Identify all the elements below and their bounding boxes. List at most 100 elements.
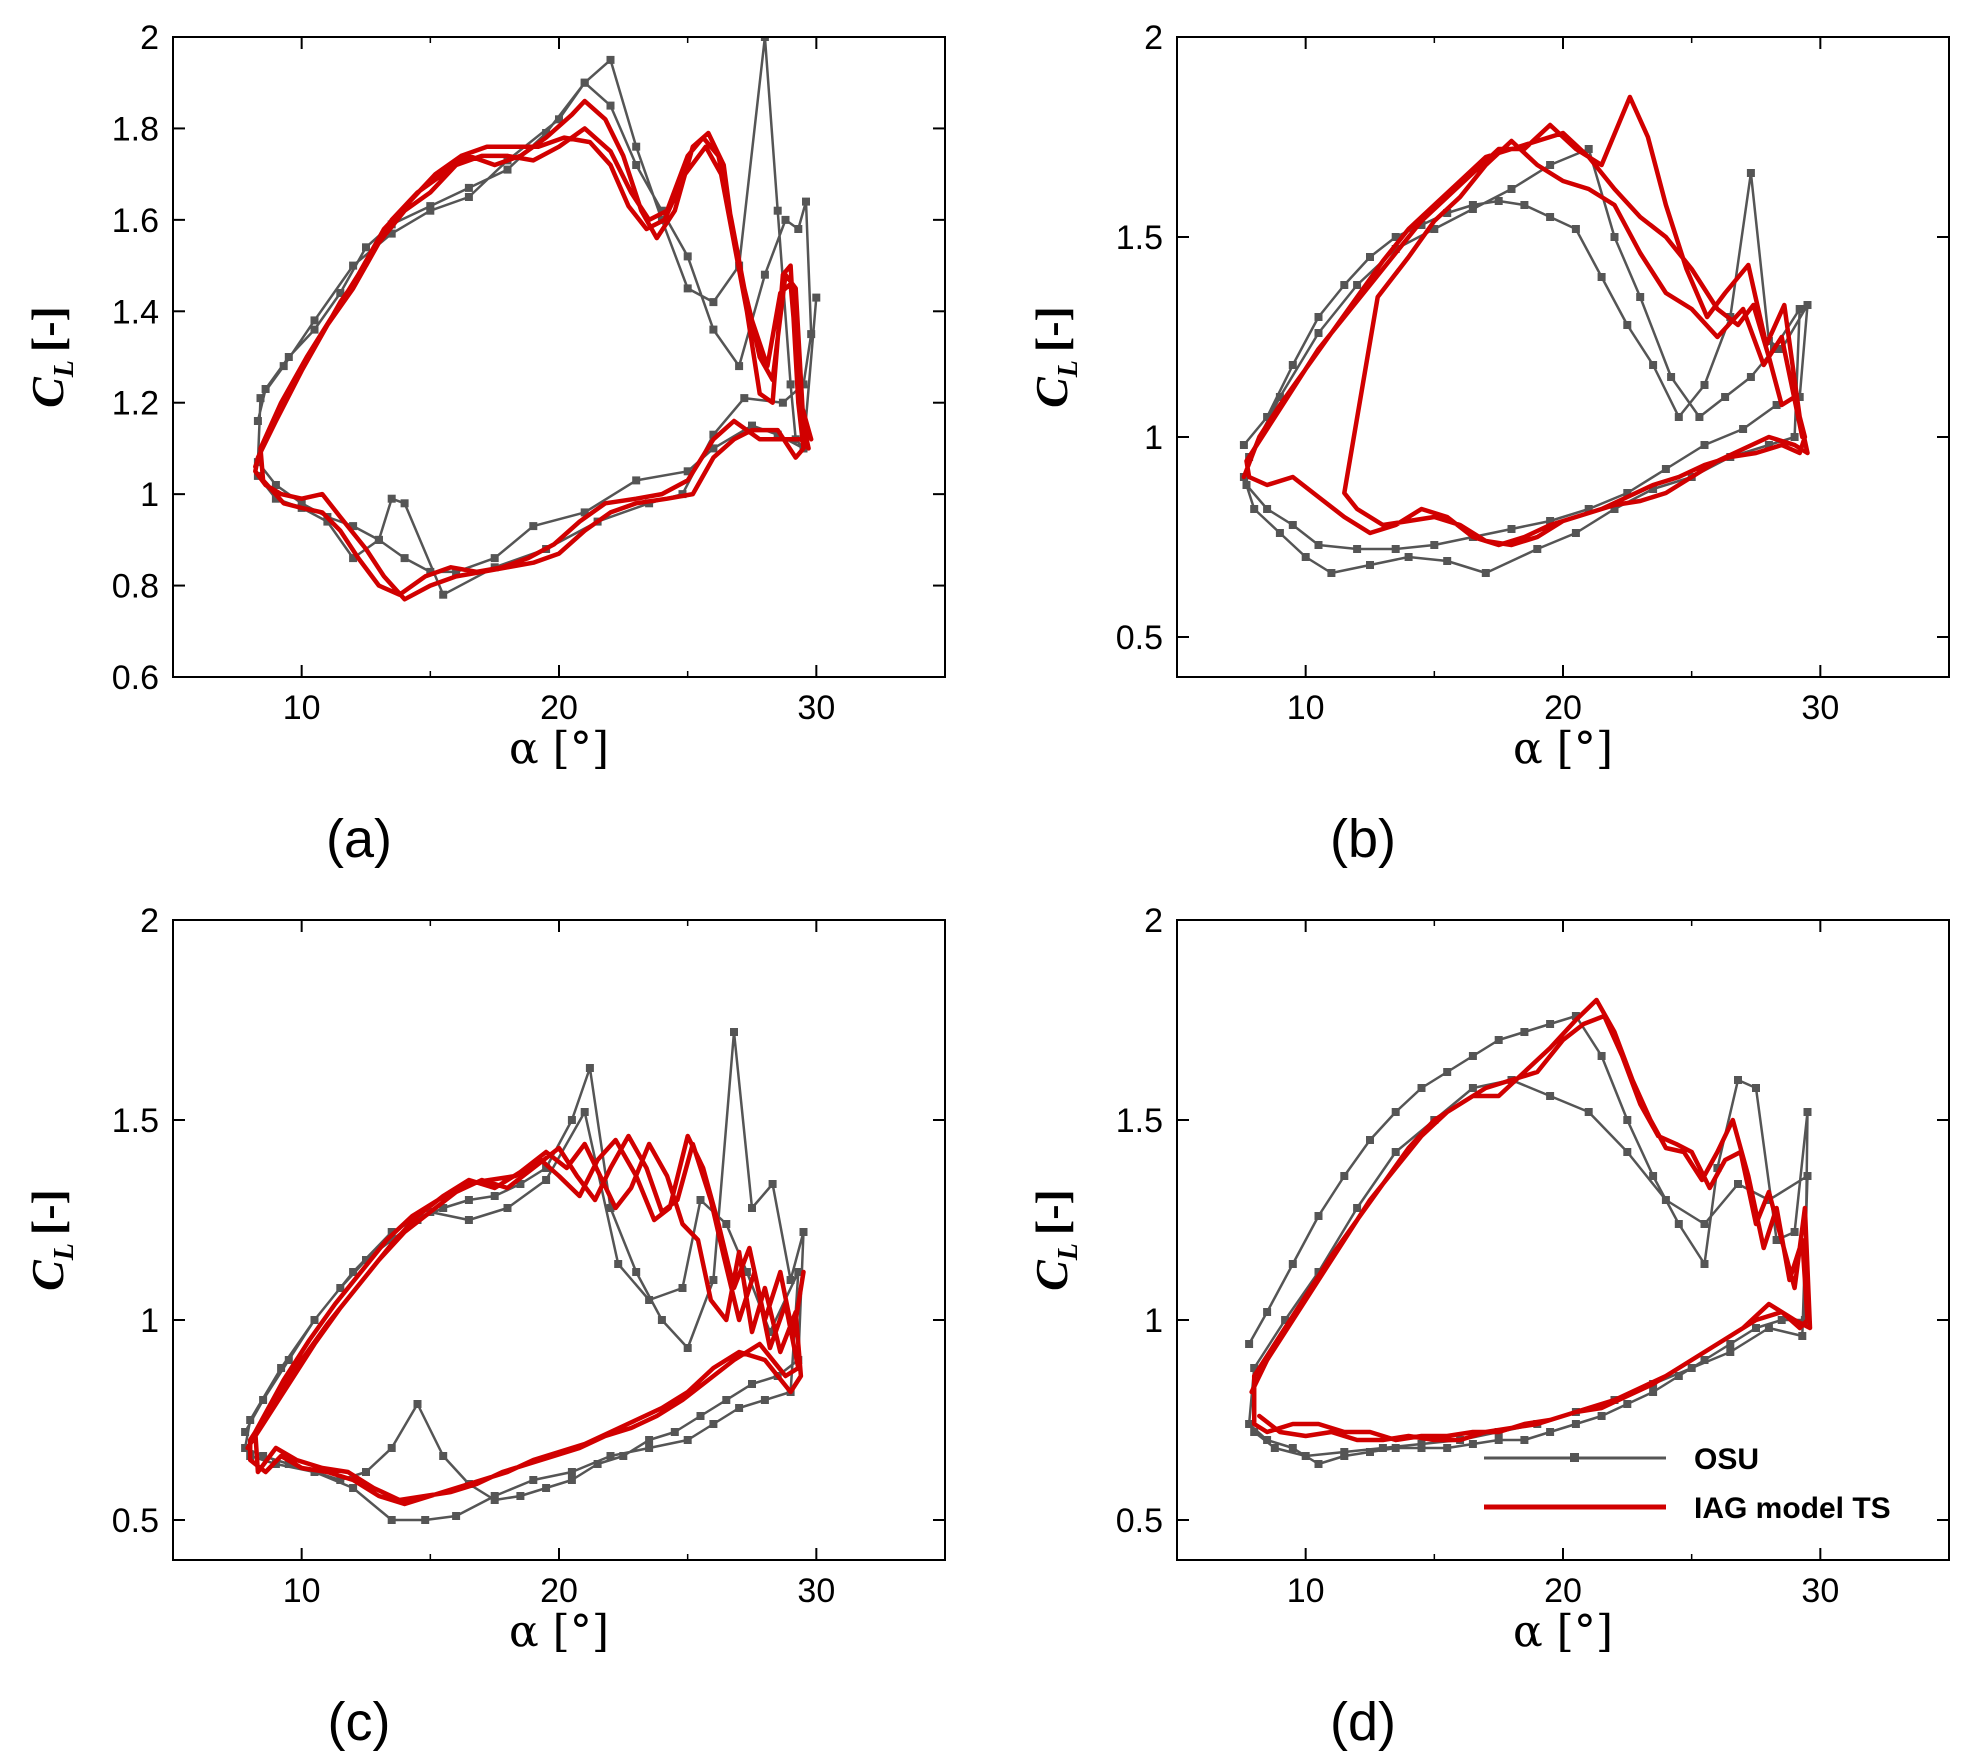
osu-point (1301, 1452, 1310, 1460)
osu-point (1734, 1180, 1742, 1188)
plot-area (253, 37, 821, 602)
osu-point (413, 1400, 422, 1408)
osu-point (387, 1516, 396, 1524)
osu-point (1281, 1316, 1290, 1324)
series-osu-line (1242, 147, 1809, 575)
osu-point (619, 1452, 628, 1460)
osu-point (1250, 505, 1259, 513)
osu-point (606, 1204, 615, 1212)
osu-point (259, 1452, 268, 1460)
osu-point (310, 1316, 319, 1324)
osu-point (1571, 1012, 1580, 1020)
osu-point (567, 1468, 576, 1476)
osu-point (241, 1444, 250, 1452)
osu-point (645, 1296, 654, 1304)
osu-point (555, 115, 563, 124)
osu-point (709, 325, 718, 334)
y-axis-unit: [-] (22, 1189, 73, 1235)
osu-point (336, 289, 345, 297)
osu-point (387, 1444, 396, 1452)
osu-point (580, 1108, 589, 1116)
osu-point (1250, 1428, 1259, 1436)
osu-point (349, 554, 358, 563)
osu-point (614, 1260, 623, 1268)
y-tick-label: 1.4 (112, 293, 159, 331)
osu-point (1746, 169, 1755, 177)
osu-point (580, 78, 589, 87)
osu-point (1584, 505, 1593, 513)
osu-point (1520, 1436, 1529, 1444)
osu-point (1288, 521, 1297, 529)
osu-point (1746, 373, 1755, 381)
y-axis-unit: [-] (22, 306, 73, 352)
subplot-label: (b) (1330, 809, 1396, 869)
osu-point (1713, 1164, 1722, 1172)
y-tick-label: 1.5 (1116, 219, 1163, 257)
osu-point (1739, 425, 1748, 433)
osu-point (760, 270, 769, 279)
osu-point (1443, 557, 1452, 565)
osu-point (1340, 281, 1349, 289)
y-tick-label: 0.8 (112, 568, 159, 606)
osu-point (1623, 1116, 1632, 1124)
y-axis-label: CL [-] (22, 1189, 80, 1291)
osu-point (1649, 361, 1658, 369)
osu-point (362, 243, 370, 252)
osu-point (1752, 1084, 1760, 1092)
osu-point (490, 1492, 499, 1500)
osu-point (1507, 185, 1516, 193)
osu-point (683, 467, 692, 476)
osu-point (1391, 545, 1400, 553)
y-tick-label: 2 (140, 902, 159, 940)
subplot-b: 10 20 30 0.5 1 1.5 2 α [°] CL [-] (b) (1026, 19, 1950, 869)
osu-point (1546, 517, 1555, 525)
osu-point (1726, 1340, 1735, 1348)
osu-point (349, 261, 358, 270)
osu-point (1468, 1440, 1477, 1448)
osu-point (362, 1468, 370, 1476)
osu-point (349, 1268, 358, 1276)
osu-point (1301, 553, 1310, 561)
x-tick-label: 10 (1287, 1572, 1325, 1610)
osu-point (1288, 1260, 1297, 1268)
osu-point (1571, 225, 1580, 233)
y-axis-unit: [-] (1026, 1189, 1077, 1235)
osu-point (1721, 393, 1730, 401)
osu-point (1764, 441, 1773, 449)
osu-point (1468, 1084, 1477, 1092)
osu-point (1546, 1020, 1555, 1028)
osu-point (1700, 1220, 1709, 1228)
osu-point (1391, 245, 1400, 253)
y-tick-label: 1.6 (112, 202, 159, 240)
plot-area (1245, 997, 1813, 1468)
y-tick-label: 0.5 (112, 1502, 159, 1540)
osu-point (271, 494, 280, 503)
osu-point (349, 522, 358, 531)
osu-point (310, 325, 319, 334)
osu-point (1353, 281, 1362, 289)
osu-point (1803, 1108, 1812, 1116)
osu-point (1366, 1448, 1374, 1456)
series-osu-line (256, 37, 818, 596)
osu-point (1610, 505, 1619, 513)
osu-point (1288, 1444, 1297, 1452)
osu-point (1803, 1172, 1812, 1180)
osu-point (1674, 1220, 1683, 1228)
osu-point (1366, 1136, 1374, 1144)
osu-point (1242, 481, 1251, 489)
y-axis-symbol: C (1026, 376, 1077, 408)
osu-point (426, 202, 435, 211)
osu-point (773, 430, 782, 439)
osu-point (1803, 301, 1812, 309)
osu-point (735, 1404, 744, 1412)
osu-point (1752, 1324, 1760, 1332)
y-tick-label: 2 (1144, 902, 1163, 940)
osu-point (683, 284, 692, 293)
osu-point (683, 252, 692, 261)
osu-point (464, 183, 473, 192)
x-axis-label: α [°] (509, 1606, 609, 1657)
osu-point (1340, 1448, 1349, 1456)
x-axis-label: α [°] (509, 723, 609, 774)
osu-point (1772, 401, 1781, 409)
